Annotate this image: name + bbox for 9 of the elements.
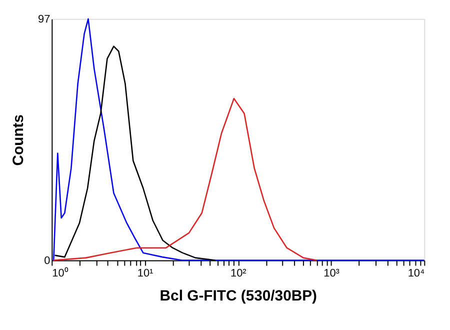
- x-tick-label: 10³: [324, 268, 340, 280]
- y-tick-label: 0: [44, 254, 50, 267]
- y-axis-title: Counts: [11, 114, 28, 166]
- y-tick-label: 97: [38, 13, 50, 26]
- x-tick-label: 10²: [230, 268, 247, 280]
- x-tick-label: 10¹: [137, 268, 154, 280]
- x-tick-label: 10⁰: [52, 266, 68, 280]
- x-axis-title: Bcl G-FITC (530/30BP): [160, 288, 318, 305]
- x-tick-label: 10⁴: [408, 268, 425, 280]
